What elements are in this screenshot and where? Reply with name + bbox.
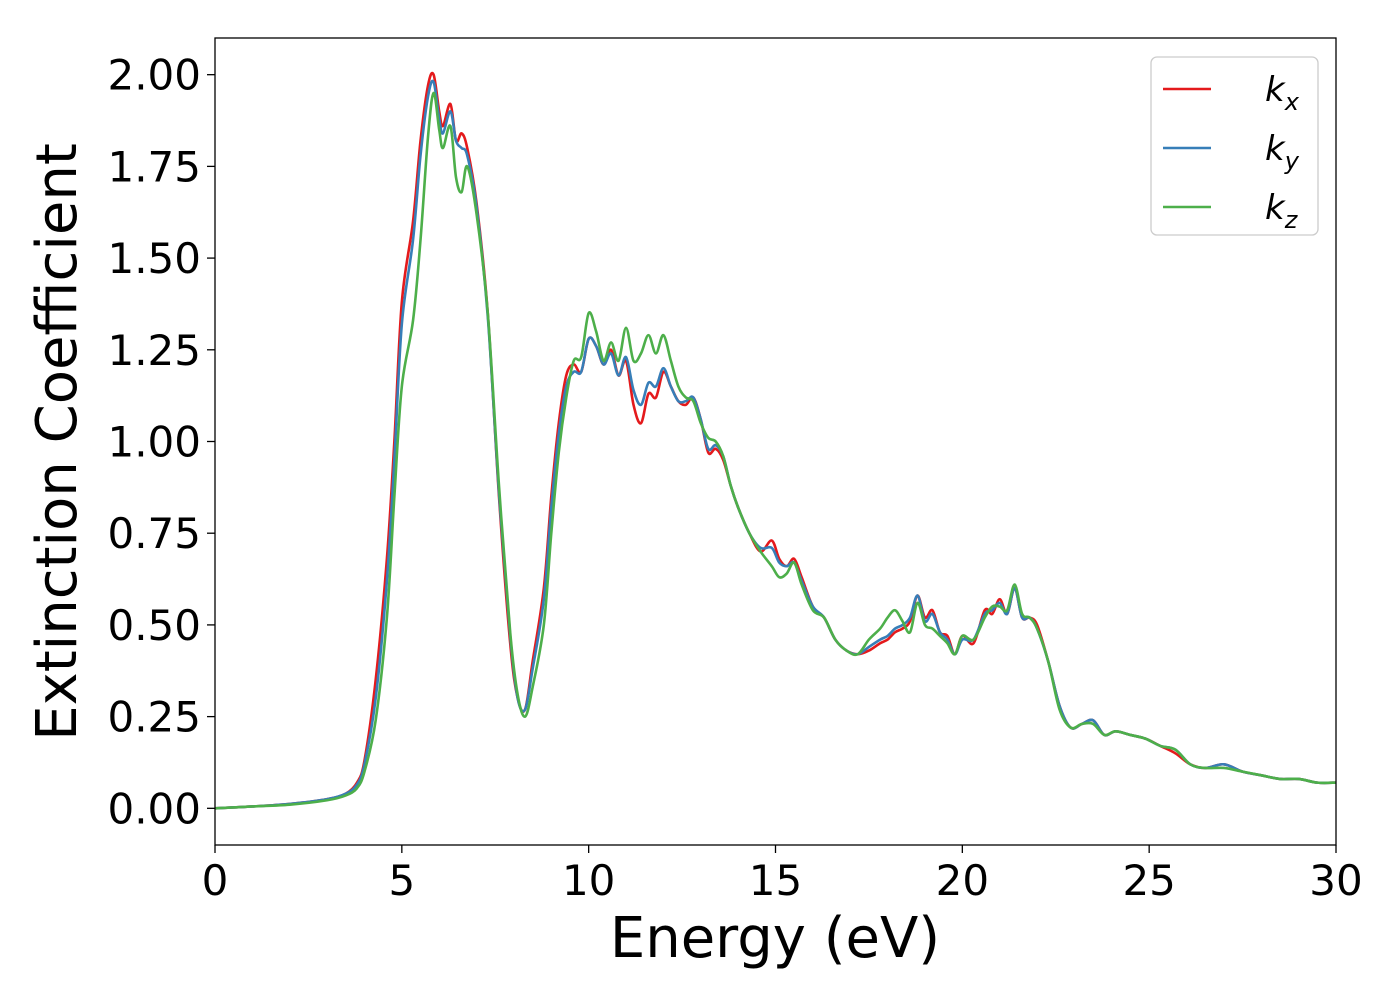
y-tick-label: 1.50 <box>107 234 201 283</box>
legend-label-ky: ky <box>1265 129 1300 175</box>
series-layer <box>215 71 1336 810</box>
y-tick-label: 1.00 <box>107 418 201 467</box>
x-tick-label: 20 <box>936 856 989 905</box>
series-line-kz <box>215 91 1336 810</box>
y-tick-label: 2.00 <box>107 51 201 100</box>
legend-label-kx: kx <box>1265 70 1300 116</box>
y-tick-label: 0.50 <box>107 601 201 650</box>
x-tick-label: 5 <box>388 856 415 905</box>
legend: kx ky kz <box>1150 56 1319 236</box>
axes-layer: 0 5 10 15 20 25 30 0.00 0.25 0.50 0.75 1.00 1.25 1.50… <box>107 37 1363 905</box>
legend-box <box>1150 56 1319 236</box>
x-tick-label: 0 <box>202 856 229 905</box>
x-tick-label: 10 <box>562 856 615 905</box>
y-tick-label: 0.75 <box>107 509 201 558</box>
y-tick-label: 0.25 <box>107 693 201 742</box>
y-tick-label: 1.25 <box>107 326 201 375</box>
y-tick-label: 1.75 <box>107 142 201 191</box>
x-tick-label: 15 <box>749 856 802 905</box>
y-axis-label: Extinction Coefficient <box>25 143 90 741</box>
x-tick-label: 30 <box>1309 856 1362 905</box>
x-tick-label: 25 <box>1122 856 1175 905</box>
legend-label-kz: kz <box>1265 188 1299 234</box>
y-tick-label: 0.00 <box>107 784 201 833</box>
x-axis-label: Energy (eV) <box>610 906 940 971</box>
